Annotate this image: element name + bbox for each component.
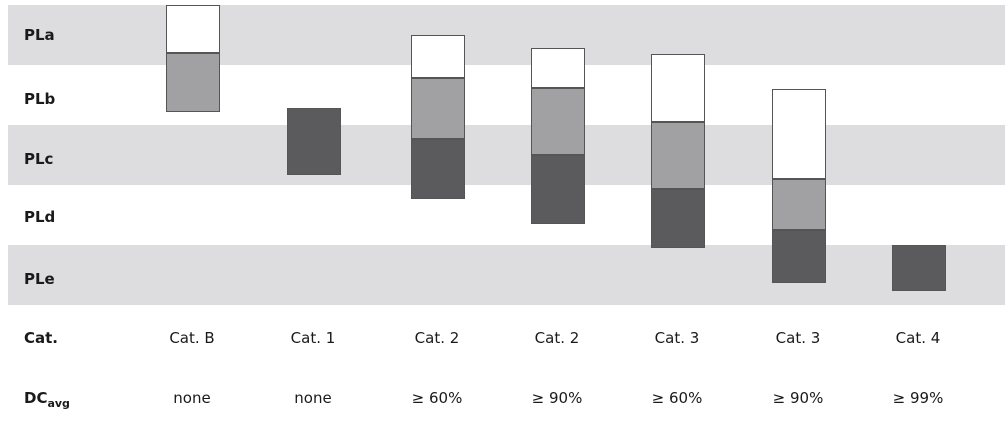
dc-row-label: DCavg <box>24 389 70 413</box>
dc-value: ≥ 60% <box>651 389 703 407</box>
row-band-pla <box>8 5 1005 65</box>
category-label: Cat. 4 <box>895 329 941 347</box>
row-band-plc <box>8 125 1005 185</box>
bar-segment-mid-col1 <box>166 53 220 112</box>
bar-segment-mid-col3 <box>411 78 465 139</box>
row-label-plb: PLb <box>24 90 56 108</box>
dc-label-main: DC <box>24 389 48 407</box>
bar-segment-dark-col6 <box>772 230 826 283</box>
row-label-pld: PLd <box>24 208 56 226</box>
category-label: Cat. 2 <box>534 329 580 347</box>
bar-segment-light-col1 <box>166 5 220 53</box>
bar-segment-light-col3 <box>411 35 465 79</box>
bar-segment-dark-col5 <box>651 189 705 248</box>
bar-segment-light-col6 <box>772 89 826 179</box>
dc-value: none <box>294 389 332 407</box>
row-label-ple: PLe <box>24 270 55 288</box>
category-label: Cat. B <box>169 329 215 347</box>
bar-segment-dark-col7 <box>892 245 946 292</box>
dc-value: ≥ 90% <box>531 389 583 407</box>
cat-row-label: Cat. <box>24 329 58 347</box>
dc-value: ≥ 99% <box>892 389 944 407</box>
row-label-plc: PLc <box>24 150 54 168</box>
dc-label-sub: avg <box>47 397 70 410</box>
dc-value: none <box>173 389 211 407</box>
bar-segment-dark-col3 <box>411 138 465 199</box>
bar-segment-dark-col4 <box>531 155 585 224</box>
bar-segment-light-col4 <box>531 48 585 88</box>
dc-value: ≥ 60% <box>411 389 463 407</box>
bar-segment-dark-col2 <box>287 108 341 175</box>
category-label: Cat. 2 <box>414 329 460 347</box>
dc-value: ≥ 90% <box>772 389 824 407</box>
bar-segment-mid-col6 <box>772 179 826 230</box>
bar-segment-light-col5 <box>651 54 705 122</box>
row-label-pla: PLa <box>24 26 55 44</box>
category-label: Cat. 1 <box>290 329 336 347</box>
category-label: Cat. 3 <box>775 329 821 347</box>
bar-segment-mid-col5 <box>651 122 705 190</box>
category-label: Cat. 3 <box>654 329 700 347</box>
bar-segment-mid-col4 <box>531 87 585 155</box>
row-band-ple <box>8 245 1005 305</box>
